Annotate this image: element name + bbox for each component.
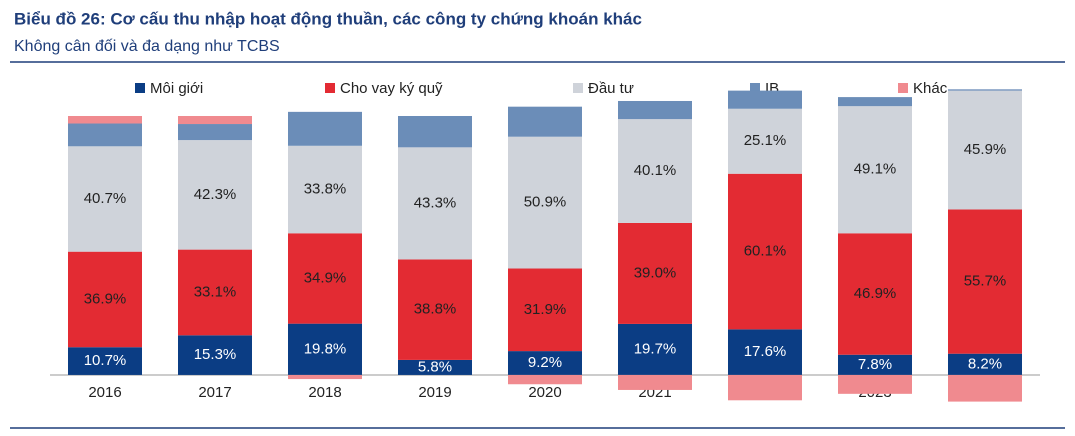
bar-segment xyxy=(68,251,142,348)
data-label: 10.7% xyxy=(84,352,127,369)
bar-segment xyxy=(948,209,1022,354)
chart-title: Biểu đồ 26: Cơ cấu thu nhập hoạt động th… xyxy=(14,9,642,28)
bar-segment xyxy=(68,347,142,375)
data-label: 45.9% xyxy=(964,141,1007,158)
bar-segment xyxy=(618,100,692,120)
data-label: 50.9% xyxy=(524,194,567,211)
data-label: 5.8% xyxy=(418,358,452,375)
bar-segment xyxy=(288,233,362,324)
legend-swatch xyxy=(325,83,335,93)
x-tick-label: 2019 xyxy=(418,384,451,401)
data-label: 40.7% xyxy=(84,190,127,207)
x-tick-label: 2020 xyxy=(528,384,561,401)
bar-segment xyxy=(728,329,802,375)
bar-segment xyxy=(618,374,692,390)
data-label: 46.9% xyxy=(854,285,897,302)
legend-label: Môi giới xyxy=(150,80,203,97)
bar-segment xyxy=(178,249,252,336)
legend-label: Cho vay ký quỹ xyxy=(340,80,443,97)
data-label: 49.1% xyxy=(854,161,897,178)
bar-segment xyxy=(948,353,1022,375)
bar-segment xyxy=(508,268,582,352)
bar-segment xyxy=(948,90,1022,210)
bar-segment xyxy=(838,374,912,394)
bar-segment xyxy=(728,374,802,401)
bar-segment xyxy=(398,147,472,260)
bar-segment xyxy=(838,354,912,375)
legend-swatch xyxy=(135,83,145,93)
bar-segment xyxy=(508,136,582,269)
data-label: 33.1% xyxy=(194,283,237,300)
data-label: 40.1% xyxy=(634,162,677,179)
legend-swatch xyxy=(573,83,583,93)
x-tick-label: 2016 xyxy=(88,384,121,401)
data-label: 36.9% xyxy=(84,290,127,307)
bar-segment xyxy=(508,351,582,375)
bar-segment xyxy=(68,146,142,252)
bar-segment xyxy=(178,124,252,141)
bar-segment xyxy=(838,106,912,234)
data-label: 39.0% xyxy=(634,264,677,281)
bar-segment xyxy=(398,359,472,375)
bar-segment xyxy=(398,116,472,148)
data-label: 7.8% xyxy=(858,356,892,373)
data-label: 25.1% xyxy=(744,132,787,149)
data-label: 38.8% xyxy=(414,301,457,318)
data-label: 17.6% xyxy=(744,343,787,360)
bar-segment xyxy=(728,90,802,109)
data-label: 60.1% xyxy=(744,243,787,260)
data-label: 19.7% xyxy=(634,340,677,357)
data-label: 19.8% xyxy=(304,340,347,357)
data-label: 42.3% xyxy=(194,186,237,203)
data-label: 55.7% xyxy=(964,273,1007,290)
bar-segment xyxy=(618,323,692,375)
bar-segment xyxy=(178,140,252,250)
x-tick-label: 2017 xyxy=(198,384,231,401)
bar-segment xyxy=(618,222,692,324)
bar-segment xyxy=(288,111,362,146)
legend-swatch xyxy=(750,83,760,93)
bar-segment xyxy=(178,335,252,375)
bar-segment xyxy=(288,323,362,375)
bar-segment xyxy=(728,108,802,174)
bar-segment xyxy=(288,374,362,380)
legend-label: Đầu tư xyxy=(588,80,634,97)
bar-segment xyxy=(68,123,142,147)
data-label: 33.8% xyxy=(304,181,347,198)
bar-segment xyxy=(838,97,912,107)
bar-segment xyxy=(618,119,692,223)
data-label: 9.2% xyxy=(528,354,562,371)
x-tick-label: 2018 xyxy=(308,384,341,401)
chart-subtitle: Không cân đối và đa dạng như TCBS xyxy=(14,38,280,55)
bar-segment xyxy=(178,116,252,125)
bar-segment xyxy=(68,116,142,124)
bar-segment xyxy=(508,106,582,137)
data-label: 8.2% xyxy=(968,355,1002,372)
bar-segment xyxy=(838,233,912,355)
bar-segment xyxy=(398,259,472,360)
legend-swatch xyxy=(898,83,908,93)
data-label: 31.9% xyxy=(524,301,567,318)
bar-segment xyxy=(508,374,582,385)
bar-segment xyxy=(728,173,802,330)
data-label: 15.3% xyxy=(194,346,237,363)
legend-label: Khác xyxy=(913,80,948,97)
bar-segment xyxy=(288,145,362,234)
data-label: 43.3% xyxy=(414,194,457,211)
bar-segment xyxy=(948,89,1022,91)
bar-segment xyxy=(948,374,1022,402)
data-label: 34.9% xyxy=(304,269,347,286)
